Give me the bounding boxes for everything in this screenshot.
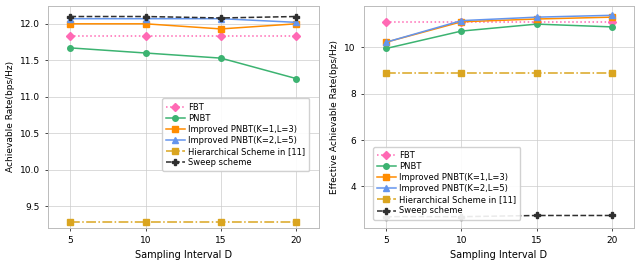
Improved PNBT(K=1,L=3) <box>532 17 540 20</box>
Line: FBT: FBT <box>383 19 614 24</box>
Hierarchical Scheme in [11] <box>458 72 465 75</box>
PNBT <box>142 51 150 55</box>
Improved PNBT(K=2,L=5) <box>382 41 390 44</box>
X-axis label: Sampling Interval D: Sampling Interval D <box>135 251 232 260</box>
Sweep scheme <box>382 215 390 218</box>
FBT <box>382 20 390 23</box>
Hierarchical Scheme in [11] <box>217 221 225 224</box>
Y-axis label: Achievable Rate(bps/Hz): Achievable Rate(bps/Hz) <box>6 61 15 172</box>
FBT <box>532 20 540 23</box>
Sweep scheme <box>67 15 74 18</box>
Improved PNBT(K=2,L=5) <box>142 17 150 20</box>
Line: PNBT: PNBT <box>383 21 614 51</box>
PNBT <box>458 30 465 33</box>
Improved PNBT(K=2,L=5) <box>608 14 616 17</box>
Sweep scheme <box>217 16 225 20</box>
FBT <box>608 20 616 23</box>
FBT <box>292 35 300 38</box>
PNBT <box>532 23 540 26</box>
Line: Improved PNBT(K=2,L=5): Improved PNBT(K=2,L=5) <box>68 16 299 25</box>
Hierarchical Scheme in [11] <box>67 221 74 224</box>
FBT <box>67 35 74 38</box>
Line: Hierarchical Scheme in [11]: Hierarchical Scheme in [11] <box>68 220 299 225</box>
Legend: FBT, PNBT, Improved PNBT(K=1,L=3), Improved PNBT(K=2,L=5), Hierarchical Scheme i: FBT, PNBT, Improved PNBT(K=1,L=3), Impro… <box>162 98 309 171</box>
Improved PNBT(K=2,L=5) <box>532 15 540 19</box>
PNBT <box>217 57 225 60</box>
Sweep scheme <box>532 214 540 217</box>
Improved PNBT(K=1,L=3) <box>608 15 616 19</box>
Line: Improved PNBT(K=2,L=5): Improved PNBT(K=2,L=5) <box>383 13 614 45</box>
Line: Hierarchical Scheme in [11]: Hierarchical Scheme in [11] <box>383 70 614 76</box>
Improved PNBT(K=1,L=3) <box>67 22 74 26</box>
Line: PNBT: PNBT <box>68 45 299 81</box>
PNBT <box>67 46 74 49</box>
Improved PNBT(K=2,L=5) <box>292 21 300 24</box>
Legend: FBT, PNBT, Improved PNBT(K=1,L=3), Improved PNBT(K=2,L=5), Hierarchical Scheme i: FBT, PNBT, Improved PNBT(K=1,L=3), Impro… <box>373 147 520 220</box>
Improved PNBT(K=1,L=3) <box>458 20 465 23</box>
Y-axis label: Effective Achievable Rate(bps/Hz): Effective Achievable Rate(bps/Hz) <box>330 40 339 194</box>
X-axis label: Sampling Interval D: Sampling Interval D <box>451 251 548 260</box>
Improved PNBT(K=2,L=5) <box>458 19 465 22</box>
Line: FBT: FBT <box>68 34 299 39</box>
Improved PNBT(K=2,L=5) <box>67 17 74 20</box>
Hierarchical Scheme in [11] <box>292 221 300 224</box>
Hierarchical Scheme in [11] <box>382 72 390 75</box>
Improved PNBT(K=1,L=3) <box>382 41 390 44</box>
Sweep scheme <box>142 15 150 18</box>
Line: Improved PNBT(K=1,L=3): Improved PNBT(K=1,L=3) <box>68 21 299 32</box>
Improved PNBT(K=1,L=3) <box>217 27 225 31</box>
Sweep scheme <box>292 15 300 18</box>
PNBT <box>382 47 390 50</box>
Hierarchical Scheme in [11] <box>608 72 616 75</box>
FBT <box>142 35 150 38</box>
Improved PNBT(K=1,L=3) <box>292 22 300 26</box>
Hierarchical Scheme in [11] <box>532 72 540 75</box>
FBT <box>458 20 465 23</box>
Improved PNBT(K=2,L=5) <box>217 17 225 20</box>
Hierarchical Scheme in [11] <box>142 221 150 224</box>
PNBT <box>608 25 616 28</box>
Sweep scheme <box>608 214 616 217</box>
FBT <box>217 35 225 38</box>
Line: Sweep scheme: Sweep scheme <box>383 213 614 219</box>
Improved PNBT(K=1,L=3) <box>142 22 150 26</box>
Line: Improved PNBT(K=1,L=3): Improved PNBT(K=1,L=3) <box>383 14 614 45</box>
PNBT <box>292 77 300 80</box>
Sweep scheme <box>458 215 465 218</box>
Line: Sweep scheme: Sweep scheme <box>68 14 299 21</box>
